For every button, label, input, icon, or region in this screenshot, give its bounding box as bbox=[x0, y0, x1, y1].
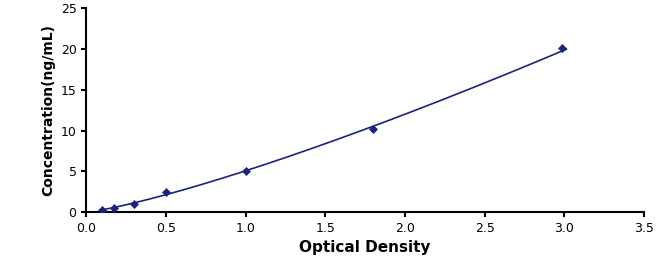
X-axis label: Optical Density: Optical Density bbox=[299, 240, 431, 255]
Y-axis label: Concentration(ng/mL): Concentration(ng/mL) bbox=[41, 24, 55, 196]
